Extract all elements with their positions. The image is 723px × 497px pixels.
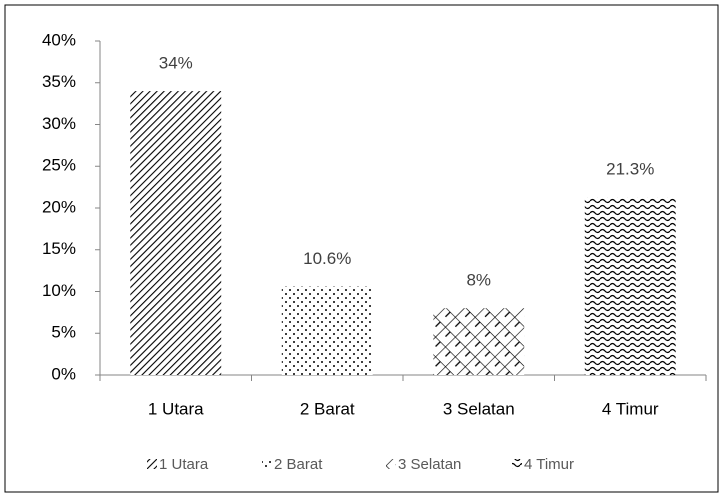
legend-swatch (262, 459, 272, 469)
x-tick-label: 3 Selatan (443, 399, 515, 418)
y-tick-label: 25% (42, 156, 76, 175)
bar (281, 286, 373, 375)
y-tick-label: 30% (42, 114, 76, 133)
y-tick-label: 40% (42, 30, 76, 49)
y-tick-label: 20% (42, 197, 76, 216)
y-tick-label: 0% (51, 364, 76, 383)
y-tick-label: 10% (42, 281, 76, 300)
x-tick-label: 1 Utara (148, 399, 204, 418)
x-tick-label: 4 Timur (602, 399, 659, 418)
x-tick-label: 2 Barat (300, 399, 355, 418)
value-label: 21.3% (606, 160, 654, 179)
y-tick-label: 5% (51, 323, 76, 342)
value-label: 10.6% (303, 249, 351, 268)
y-tick-label: 35% (42, 72, 76, 91)
bar (433, 308, 525, 375)
legend-label: 3 Selatan (398, 456, 461, 473)
legend-label: 1 Utara (159, 456, 209, 473)
y-tick-label: 15% (42, 239, 76, 258)
legend-label: 2 Barat (274, 456, 323, 473)
value-label: 8% (466, 271, 491, 290)
legend-swatch (386, 459, 396, 469)
legend-swatch (147, 459, 157, 469)
legend-swatch (512, 459, 522, 469)
legend-label: 4 Timur (524, 456, 574, 473)
value-label: 34% (159, 54, 193, 73)
bar (130, 91, 222, 375)
bar (584, 197, 676, 375)
